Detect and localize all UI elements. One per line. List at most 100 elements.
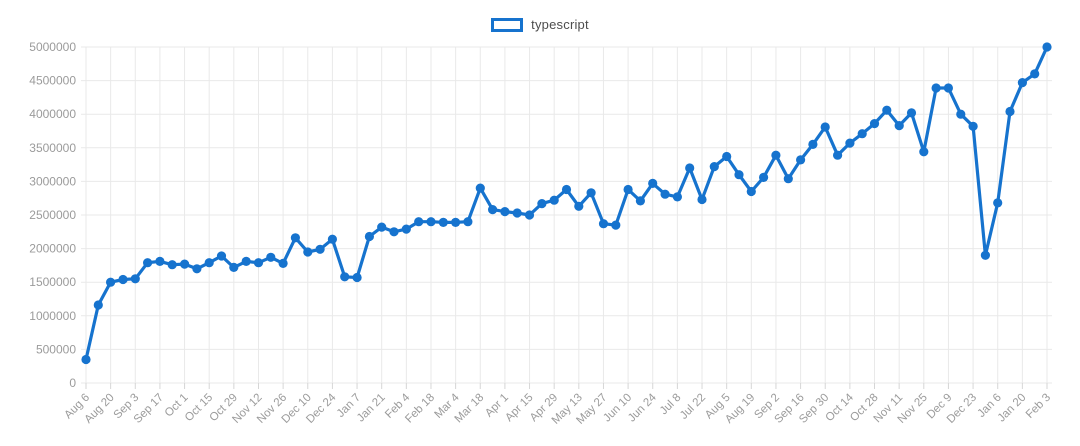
y-axis-tick-label: 500000 xyxy=(36,342,76,356)
data-point[interactable] xyxy=(364,231,374,242)
data-point[interactable] xyxy=(438,217,448,227)
data-point[interactable] xyxy=(833,150,843,160)
data-point[interactable] xyxy=(956,109,966,119)
data-point[interactable] xyxy=(180,259,190,269)
y-axis-tick-label: 0 xyxy=(69,376,76,390)
data-point[interactable] xyxy=(451,217,461,227)
data-point[interactable] xyxy=(598,219,609,229)
data-point[interactable] xyxy=(488,205,498,215)
data-point[interactable] xyxy=(266,252,276,262)
data-point[interactable] xyxy=(894,121,904,131)
data-point[interactable] xyxy=(463,217,473,227)
y-axis-tick-label: 3500000 xyxy=(29,141,76,155)
data-point[interactable] xyxy=(155,256,165,266)
data-point[interactable] xyxy=(611,220,621,230)
data-point[interactable] xyxy=(783,174,793,184)
data-point[interactable] xyxy=(746,186,756,197)
data-point[interactable] xyxy=(796,155,806,165)
data-point[interactable] xyxy=(882,105,892,115)
legend-swatch xyxy=(491,17,524,32)
data-point[interactable] xyxy=(475,183,485,193)
y-axis-tick-label: 4500000 xyxy=(29,74,76,88)
data-point[interactable] xyxy=(426,217,436,227)
data-point[interactable] xyxy=(401,224,411,234)
data-point[interactable] xyxy=(81,354,91,365)
data-point[interactable] xyxy=(414,217,424,227)
data-point[interactable] xyxy=(106,277,116,287)
data-point[interactable] xyxy=(167,260,177,270)
data-point[interactable] xyxy=(943,83,954,93)
series-layer xyxy=(81,42,1052,365)
y-axis-tick-label: 2500000 xyxy=(29,208,76,222)
data-point[interactable] xyxy=(216,251,227,261)
data-point[interactable] xyxy=(734,170,744,180)
data-point[interactable] xyxy=(635,196,646,206)
data-point[interactable] xyxy=(340,272,350,282)
data-point[interactable] xyxy=(1042,42,1052,52)
data-point[interactable] xyxy=(586,188,596,198)
data-point[interactable] xyxy=(648,178,658,188)
data-point[interactable] xyxy=(389,227,399,237)
data-point[interactable] xyxy=(820,122,830,132)
data-point[interactable] xyxy=(315,244,325,254)
data-point[interactable] xyxy=(253,258,264,268)
data-point[interactable] xyxy=(1030,69,1040,79)
x-axis-tick-label: Jul 22 xyxy=(678,392,708,422)
data-point[interactable] xyxy=(759,172,769,182)
data-point[interactable] xyxy=(660,189,670,199)
data-point[interactable] xyxy=(845,138,855,148)
data-point[interactable] xyxy=(561,184,572,195)
x-axis-tick-label: Jun 24 xyxy=(626,391,659,424)
legend-label: typescript xyxy=(531,17,589,32)
y-axis-tick-label: 5000000 xyxy=(29,40,76,54)
y-axis-tick-label: 4000000 xyxy=(29,107,76,121)
data-point[interactable] xyxy=(130,274,140,284)
data-point[interactable] xyxy=(303,247,313,257)
x-axis-tick-label: Feb 3 xyxy=(1024,392,1053,421)
data-point[interactable] xyxy=(500,207,510,217)
y-axis-tick-label: 2000000 xyxy=(29,242,76,256)
data-point[interactable] xyxy=(143,258,153,268)
x-axis-tick-label: Jan 20 xyxy=(996,392,1029,425)
data-point[interactable] xyxy=(709,162,719,172)
data-point[interactable] xyxy=(512,208,522,218)
data-point[interactable] xyxy=(278,258,288,268)
data-point[interactable] xyxy=(672,192,683,202)
y-axis-tick-label: 1000000 xyxy=(29,309,76,323)
data-point[interactable] xyxy=(1005,106,1015,117)
data-point[interactable] xyxy=(771,150,781,160)
grid-layer xyxy=(81,46,1052,384)
data-point[interactable] xyxy=(869,119,880,129)
chart-legend-item[interactable]: typescript xyxy=(0,17,1080,32)
data-point[interactable] xyxy=(192,264,202,274)
data-point[interactable] xyxy=(524,210,535,220)
data-point[interactable] xyxy=(931,83,941,93)
data-point[interactable] xyxy=(623,184,633,195)
data-point[interactable] xyxy=(980,250,991,260)
data-point[interactable] xyxy=(241,256,251,266)
data-point[interactable] xyxy=(968,121,978,131)
data-point[interactable] xyxy=(993,198,1003,208)
y-axis-tick-label: 3000000 xyxy=(29,174,76,188)
data-point[interactable] xyxy=(537,199,547,209)
data-point[interactable] xyxy=(352,272,362,283)
data-point[interactable] xyxy=(93,300,103,310)
data-point[interactable] xyxy=(919,147,929,157)
data-point[interactable] xyxy=(574,201,584,211)
data-point[interactable] xyxy=(906,108,917,118)
data-point[interactable] xyxy=(204,258,214,268)
data-point[interactable] xyxy=(229,262,239,272)
data-point[interactable] xyxy=(290,233,300,243)
data-point[interactable] xyxy=(685,163,695,173)
data-point[interactable] xyxy=(1017,78,1027,88)
data-point[interactable] xyxy=(722,151,732,162)
data-point[interactable] xyxy=(377,222,387,232)
data-point[interactable] xyxy=(857,129,867,139)
data-point[interactable] xyxy=(808,139,818,149)
data-point[interactable] xyxy=(697,194,707,205)
data-point[interactable] xyxy=(327,234,337,244)
data-point[interactable] xyxy=(118,274,128,285)
data-point[interactable] xyxy=(549,195,559,205)
